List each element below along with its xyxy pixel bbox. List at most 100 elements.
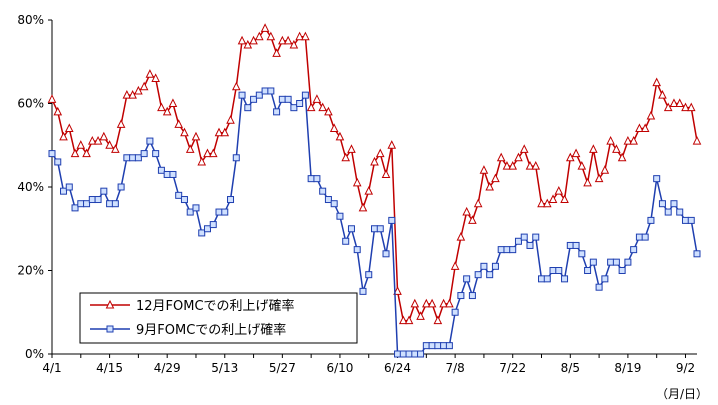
- legend-marker: [105, 299, 115, 309]
- data-point: [347, 144, 356, 153]
- data-point: [381, 169, 391, 178]
- data-point: [502, 161, 512, 170]
- data-point: [359, 287, 367, 295]
- data-point: [324, 106, 333, 116]
- data-point: [301, 91, 309, 99]
- data-point: [601, 275, 609, 283]
- data-point: [687, 216, 695, 224]
- data-point: [623, 135, 633, 145]
- data-point: [174, 119, 184, 128]
- data-point: [543, 275, 551, 283]
- x-tick-label: 7/22: [499, 361, 526, 375]
- legend-marker-series-1: [105, 299, 115, 309]
- data-point: [681, 102, 690, 112]
- data-point: [462, 206, 471, 216]
- data-point: [514, 152, 523, 162]
- data-point: [584, 267, 592, 274]
- data-point: [485, 181, 494, 191]
- data-point: [168, 98, 178, 107]
- data-point: [370, 156, 379, 166]
- data-point: [399, 350, 407, 358]
- data-point: [249, 35, 258, 45]
- data-point: [180, 127, 189, 137]
- data-point: [47, 94, 57, 103]
- data-point: [398, 315, 408, 325]
- data-point: [290, 104, 298, 112]
- data-point: [358, 202, 368, 212]
- data-point: [670, 200, 678, 208]
- data-point: [146, 137, 154, 145]
- data-point: [134, 85, 143, 95]
- data-point: [629, 135, 638, 145]
- data-point: [214, 127, 224, 137]
- data-point: [283, 35, 293, 45]
- data-point: [497, 246, 505, 254]
- data-point: [215, 208, 223, 216]
- data-point: [479, 165, 489, 174]
- data-point: [151, 73, 160, 82]
- data-point: [312, 94, 322, 103]
- x-tick-label: 6/24: [384, 361, 411, 375]
- y-tick-label: 80%: [17, 13, 44, 27]
- legend: 12月FOMCでの利上げ確率 9月FOMCでの利上げ確率: [79, 292, 358, 344]
- data-point: [122, 90, 132, 99]
- data-point: [267, 87, 275, 95]
- data-point: [376, 225, 384, 233]
- data-point: [60, 187, 68, 195]
- x-axis-unit-note: （月/日）: [656, 387, 708, 401]
- data-point: [387, 140, 397, 149]
- data-point: [491, 173, 500, 183]
- data-point: [221, 208, 229, 216]
- data-point: [157, 102, 166, 112]
- data-point: [54, 158, 62, 166]
- data-point: [640, 123, 650, 133]
- data-point: [445, 298, 454, 308]
- x-tick-label: 5/27: [269, 361, 296, 375]
- data-point: [88, 135, 97, 145]
- data-point: [48, 150, 56, 158]
- data-point: [65, 183, 73, 191]
- data-point: [663, 102, 673, 112]
- data-point: [572, 241, 580, 249]
- data-point: [238, 91, 246, 99]
- data-point: [658, 200, 666, 208]
- data-point: [439, 298, 448, 308]
- legend-box: [79, 292, 358, 344]
- data-point: [319, 187, 327, 195]
- data-point: [411, 350, 419, 358]
- data-point: [220, 127, 230, 137]
- data-point: [83, 200, 91, 208]
- y-tick-label: 20%: [17, 264, 44, 278]
- data-point: [594, 173, 604, 183]
- data-point: [548, 194, 558, 204]
- data-point: [375, 148, 385, 158]
- data-point: [635, 233, 643, 241]
- data-point: [676, 208, 684, 216]
- data-point: [169, 170, 177, 178]
- data-point: [554, 186, 564, 195]
- data-point: [255, 91, 263, 99]
- data-point: [474, 271, 482, 279]
- data-point: [560, 194, 569, 204]
- data-point: [538, 275, 546, 283]
- data-point: [105, 140, 114, 149]
- data-point: [255, 31, 264, 41]
- data-point: [422, 342, 430, 350]
- data-point: [508, 161, 518, 170]
- data-point: [232, 154, 240, 162]
- data-point: [111, 200, 119, 208]
- data-point: [445, 342, 453, 350]
- data-point: [162, 106, 172, 116]
- data-point: [473, 198, 483, 208]
- data-point: [428, 342, 436, 350]
- x-tick-label: 6/10: [326, 361, 353, 375]
- data-point: [341, 152, 351, 162]
- data-point: [186, 208, 194, 216]
- data-point: [653, 175, 661, 183]
- data-point: [693, 250, 701, 258]
- data-point: [686, 102, 696, 112]
- data-point: [342, 237, 350, 245]
- data-point: [382, 250, 390, 258]
- data-point: [532, 233, 540, 241]
